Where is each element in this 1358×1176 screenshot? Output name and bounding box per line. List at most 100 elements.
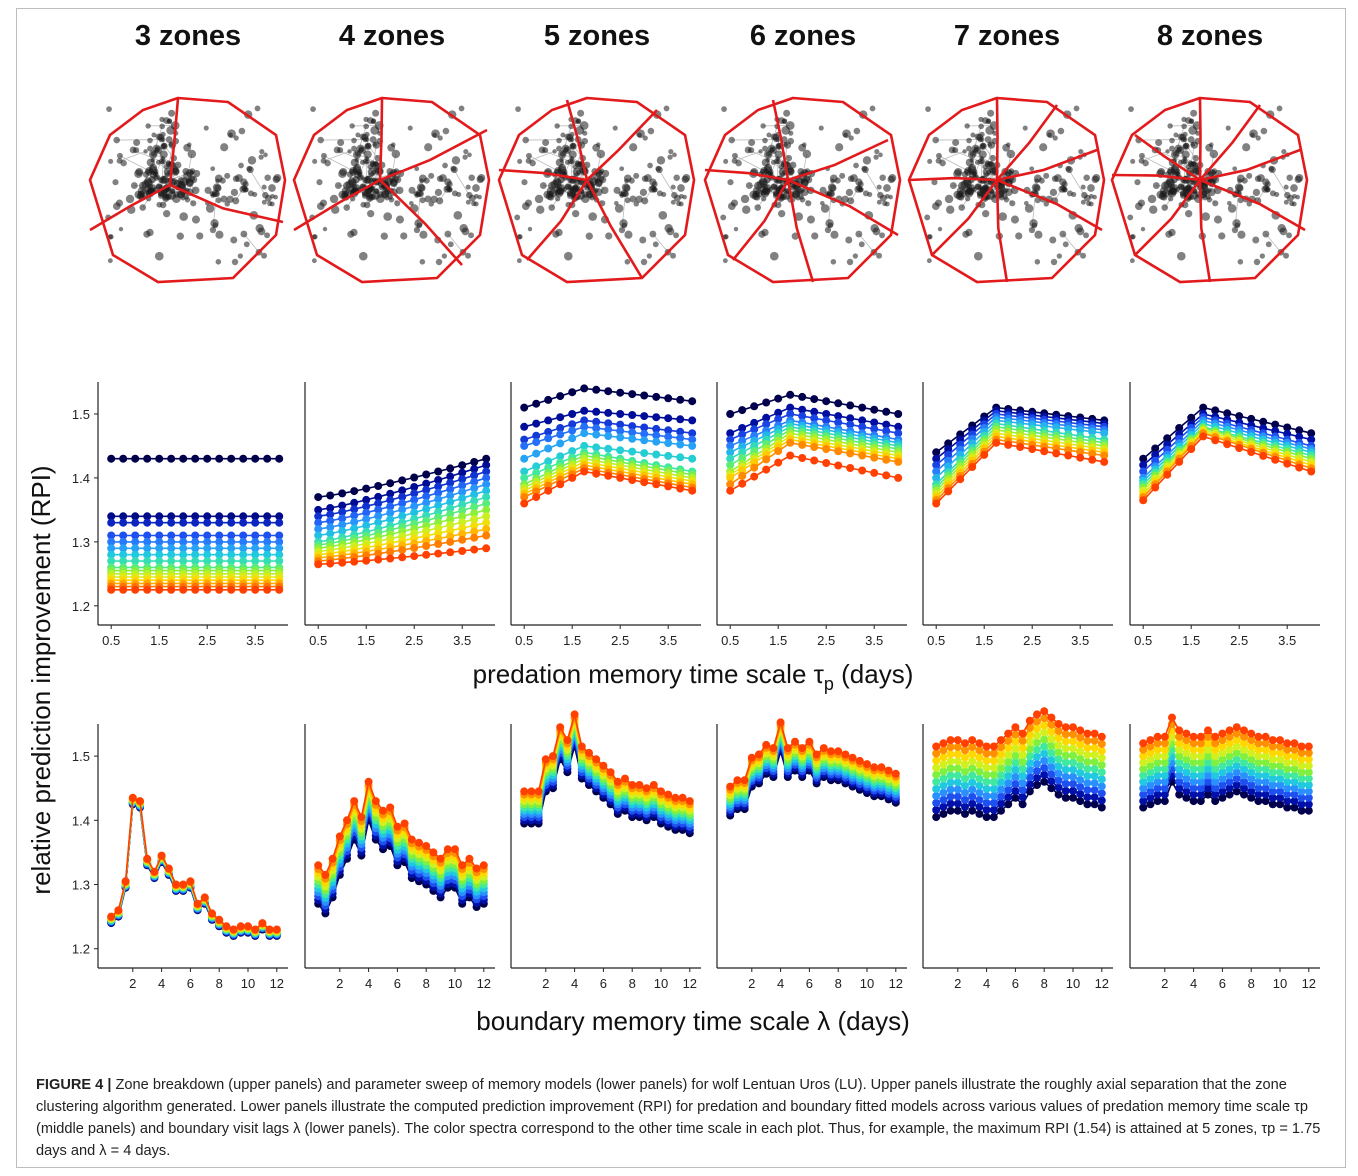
data-point bbox=[1232, 781, 1241, 789]
location-point bbox=[363, 150, 372, 159]
data-point bbox=[1076, 768, 1085, 777]
data-point bbox=[975, 739, 984, 748]
series bbox=[932, 777, 1106, 822]
data-point bbox=[1290, 784, 1299, 793]
data-point bbox=[1276, 787, 1284, 796]
trajectory-segment bbox=[243, 233, 260, 253]
zone-divider bbox=[526, 179, 589, 261]
location-point bbox=[263, 152, 268, 158]
data-point bbox=[263, 512, 272, 521]
data-point bbox=[1283, 790, 1292, 799]
location-point bbox=[1161, 204, 1169, 211]
data-point bbox=[870, 418, 879, 427]
location-point bbox=[316, 179, 323, 186]
location-point bbox=[795, 195, 801, 201]
data-point bbox=[953, 757, 962, 766]
data-point bbox=[167, 537, 176, 546]
data-point bbox=[939, 753, 948, 762]
data-point bbox=[191, 557, 200, 566]
location-point bbox=[434, 188, 443, 197]
data-point bbox=[422, 505, 431, 514]
location-point bbox=[598, 168, 605, 175]
data-point bbox=[968, 792, 977, 801]
data-point bbox=[1225, 771, 1234, 780]
data-point bbox=[1069, 730, 1077, 739]
data-point bbox=[649, 781, 658, 789]
location-point bbox=[1263, 184, 1270, 192]
data-point bbox=[1018, 793, 1027, 802]
location-point bbox=[1057, 127, 1065, 135]
location-point bbox=[1176, 251, 1186, 261]
series bbox=[520, 422, 697, 450]
data-point bbox=[1290, 771, 1299, 780]
data-point bbox=[1090, 786, 1099, 795]
x-tick-label: 2.5 bbox=[405, 633, 423, 648]
data-point bbox=[470, 533, 479, 542]
data-point bbox=[1083, 757, 1092, 766]
location-point bbox=[785, 121, 795, 130]
location-point bbox=[1269, 190, 1276, 197]
data-point bbox=[834, 461, 843, 470]
data-point bbox=[1204, 764, 1212, 773]
data-point bbox=[386, 508, 395, 517]
data-point bbox=[1047, 784, 1056, 793]
data-point bbox=[810, 443, 819, 451]
data-point bbox=[961, 802, 969, 811]
data-point bbox=[1040, 770, 1049, 779]
data-point bbox=[398, 553, 407, 562]
data-point bbox=[1297, 787, 1306, 796]
x-tick-label: 2.5 bbox=[198, 633, 216, 648]
data-point bbox=[357, 813, 366, 822]
location-point bbox=[1286, 232, 1292, 239]
data-point bbox=[350, 487, 359, 496]
location-point bbox=[1128, 106, 1134, 112]
location-point bbox=[663, 105, 670, 112]
location-point bbox=[670, 184, 676, 190]
data-point bbox=[1018, 800, 1027, 809]
data-point bbox=[891, 769, 900, 778]
data-point bbox=[1307, 429, 1316, 438]
location-point bbox=[407, 125, 413, 131]
location-point bbox=[666, 227, 675, 236]
location-point bbox=[1180, 158, 1187, 164]
location-point bbox=[987, 161, 993, 167]
data-point bbox=[1182, 787, 1191, 796]
location-point bbox=[350, 196, 356, 202]
location-point bbox=[246, 166, 254, 174]
data-point bbox=[520, 422, 529, 431]
series bbox=[1139, 745, 1313, 783]
data-point bbox=[953, 785, 962, 794]
location-point bbox=[801, 188, 809, 196]
data-point bbox=[961, 781, 969, 790]
data-point bbox=[1151, 444, 1160, 453]
data-point bbox=[604, 471, 613, 480]
location-point bbox=[843, 132, 848, 138]
location-point bbox=[1155, 139, 1163, 147]
location-point bbox=[273, 194, 278, 200]
data-point bbox=[410, 552, 419, 561]
data-point bbox=[1175, 764, 1184, 773]
x-tick-label: 8 bbox=[1248, 976, 1255, 991]
data-point bbox=[1083, 750, 1092, 759]
data-point bbox=[738, 479, 747, 488]
data-point bbox=[1175, 784, 1184, 793]
location-point bbox=[588, 212, 597, 221]
location-point bbox=[561, 169, 568, 175]
data-point bbox=[350, 511, 359, 520]
location-point bbox=[556, 145, 562, 152]
location-point bbox=[1129, 258, 1135, 264]
location-point bbox=[647, 127, 655, 135]
location-point bbox=[1033, 174, 1042, 183]
location-point bbox=[982, 167, 991, 177]
location-point bbox=[888, 194, 893, 200]
data-point bbox=[628, 411, 637, 419]
data-point bbox=[642, 784, 651, 793]
location-point bbox=[117, 152, 123, 159]
data-point bbox=[1083, 786, 1092, 795]
location-point bbox=[646, 253, 653, 259]
range-boundary bbox=[1110, 96, 1309, 284]
series bbox=[1139, 739, 1313, 777]
location-point bbox=[113, 136, 120, 144]
data-point bbox=[191, 550, 200, 559]
location-point bbox=[1211, 168, 1218, 175]
